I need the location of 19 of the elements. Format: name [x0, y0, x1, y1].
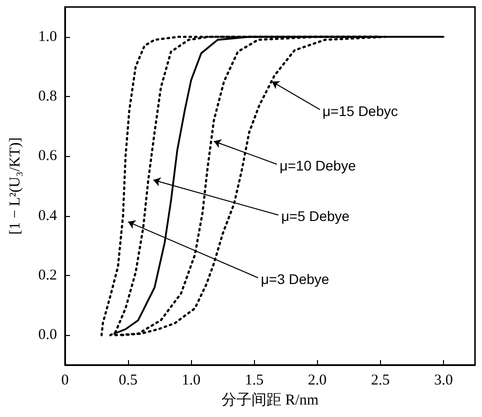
x-tick-label: 1.5	[244, 372, 264, 388]
y-tick-label: 0.4	[38, 208, 58, 224]
y-tick-label: 0.0	[38, 327, 57, 344]
x-axis-title: 分子间距 R/nm	[221, 392, 319, 408]
x-tick-label: 2.5	[371, 372, 390, 388]
y-axis-title: [1 − L²(U₃/KT)]	[8, 137, 24, 235]
x-tick-label: 0.5	[118, 372, 138, 388]
annotation: μ=5 Debye	[281, 208, 350, 224]
y-tick-label: 1.0	[38, 28, 57, 45]
x-tick-label: 0	[61, 372, 69, 388]
y-tick-label: 0.6	[38, 148, 58, 164]
y-tick-label: 0.8	[38, 88, 57, 104]
x-tick-label: 3.0	[434, 372, 453, 388]
annotation: μ=10 Debye	[280, 157, 356, 174]
x-tick-label: 2.0	[308, 372, 327, 388]
annotation: μ=15 Debyc	[322, 103, 398, 120]
y-tick-label: 0.2	[38, 268, 57, 284]
annotation: μ=3 Debye	[260, 270, 330, 287]
x-tick-label: 1.0	[182, 372, 201, 388]
